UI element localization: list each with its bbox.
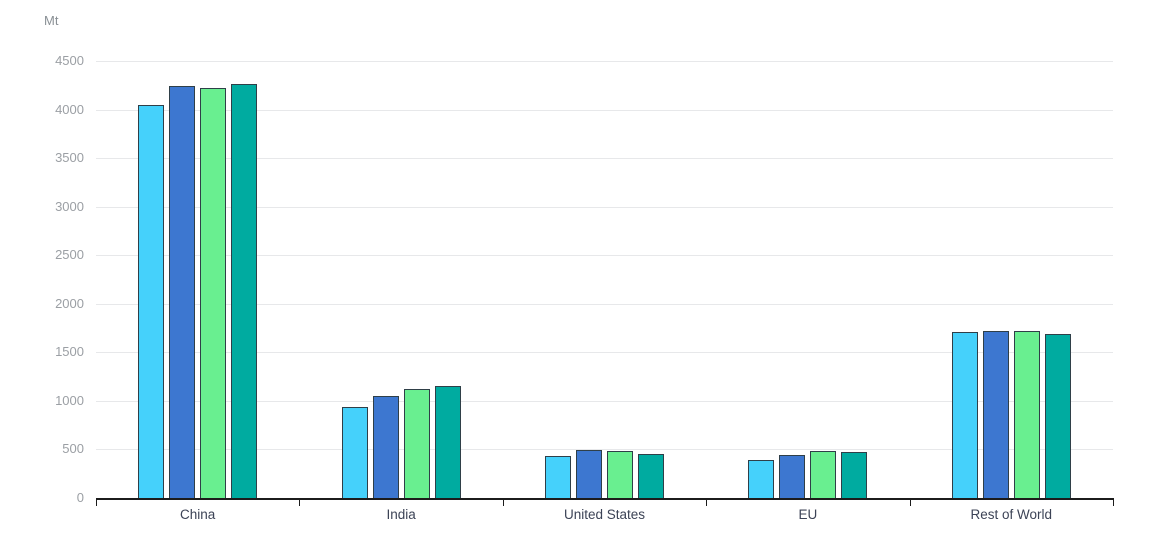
gridline: [96, 109, 1113, 111]
y-axis-tick-label: 3500: [55, 150, 84, 166]
y-axis-tick-label: 1500: [55, 344, 84, 360]
y-axis-tick-label: 2000: [55, 295, 84, 311]
y-axis-tick-label: 4000: [55, 101, 84, 117]
gridline: [96, 158, 1113, 160]
bar-series-2-blue[interactable]: [779, 454, 806, 498]
bar-series-4-teal[interactable]: [638, 453, 664, 498]
x-axis-tick-mark: [299, 498, 301, 506]
bar-series-2-blue[interactable]: [372, 396, 399, 498]
bar-series-1-light-blue[interactable]: [138, 104, 165, 498]
x-axis-category-label: China: [180, 507, 216, 522]
gridline: [96, 303, 1113, 305]
gridline: [96, 449, 1113, 451]
gridline: [96, 400, 1113, 402]
bar-series-4-teal[interactable]: [841, 452, 868, 498]
x-axis-category-label: Rest of World: [970, 507, 1053, 522]
bar-series-3-green[interactable]: [607, 451, 633, 498]
x-axis-tick-mark: [909, 498, 911, 506]
bar-series-2-blue[interactable]: [169, 86, 196, 498]
x-axis-line: [96, 498, 1114, 500]
bar-series-1-light-blue[interactable]: [748, 460, 775, 498]
bar-series-4-teal[interactable]: [434, 385, 461, 498]
gridline: [96, 352, 1113, 354]
y-axis-tick-label: 1000: [55, 392, 84, 408]
bar-series-4-teal[interactable]: [1044, 334, 1071, 498]
bar-series-3-green[interactable]: [200, 88, 227, 498]
y-axis-tick-label: 4500: [55, 53, 84, 69]
bar-series-3-green[interactable]: [1013, 331, 1040, 498]
x-axis-tick-mark: [502, 498, 504, 506]
y-axis-unit-label: Mt: [44, 13, 59, 28]
y-axis-tick-label: 2500: [55, 247, 84, 263]
bar-series-3-green[interactable]: [810, 450, 837, 498]
x-axis-category-label: India: [386, 507, 416, 522]
bar-series-2-blue[interactable]: [576, 449, 602, 498]
gridline: [96, 61, 1113, 63]
gridline: [96, 206, 1113, 208]
gridline: [96, 255, 1113, 257]
y-axis-tick-label: 3000: [55, 198, 84, 214]
y-axis-tick-label: 0: [76, 490, 84, 505]
bar-series-1-light-blue[interactable]: [341, 406, 368, 498]
x-axis-tick-mark: [96, 498, 97, 506]
x-axis-tick-mark: [706, 498, 708, 506]
bar-series-4-teal[interactable]: [231, 84, 258, 498]
bar-series-3-green[interactable]: [403, 389, 430, 498]
x-axis-category-label: United States: [563, 507, 646, 522]
x-axis-category-label: EU: [798, 507, 818, 522]
x-axis-tick-mark: [1113, 498, 1114, 506]
bar-series-1-light-blue[interactable]: [545, 456, 571, 498]
y-axis-tick-label: 500: [62, 441, 84, 457]
bar-series-2-blue[interactable]: [982, 330, 1009, 498]
bar-series-1-light-blue[interactable]: [951, 331, 978, 498]
